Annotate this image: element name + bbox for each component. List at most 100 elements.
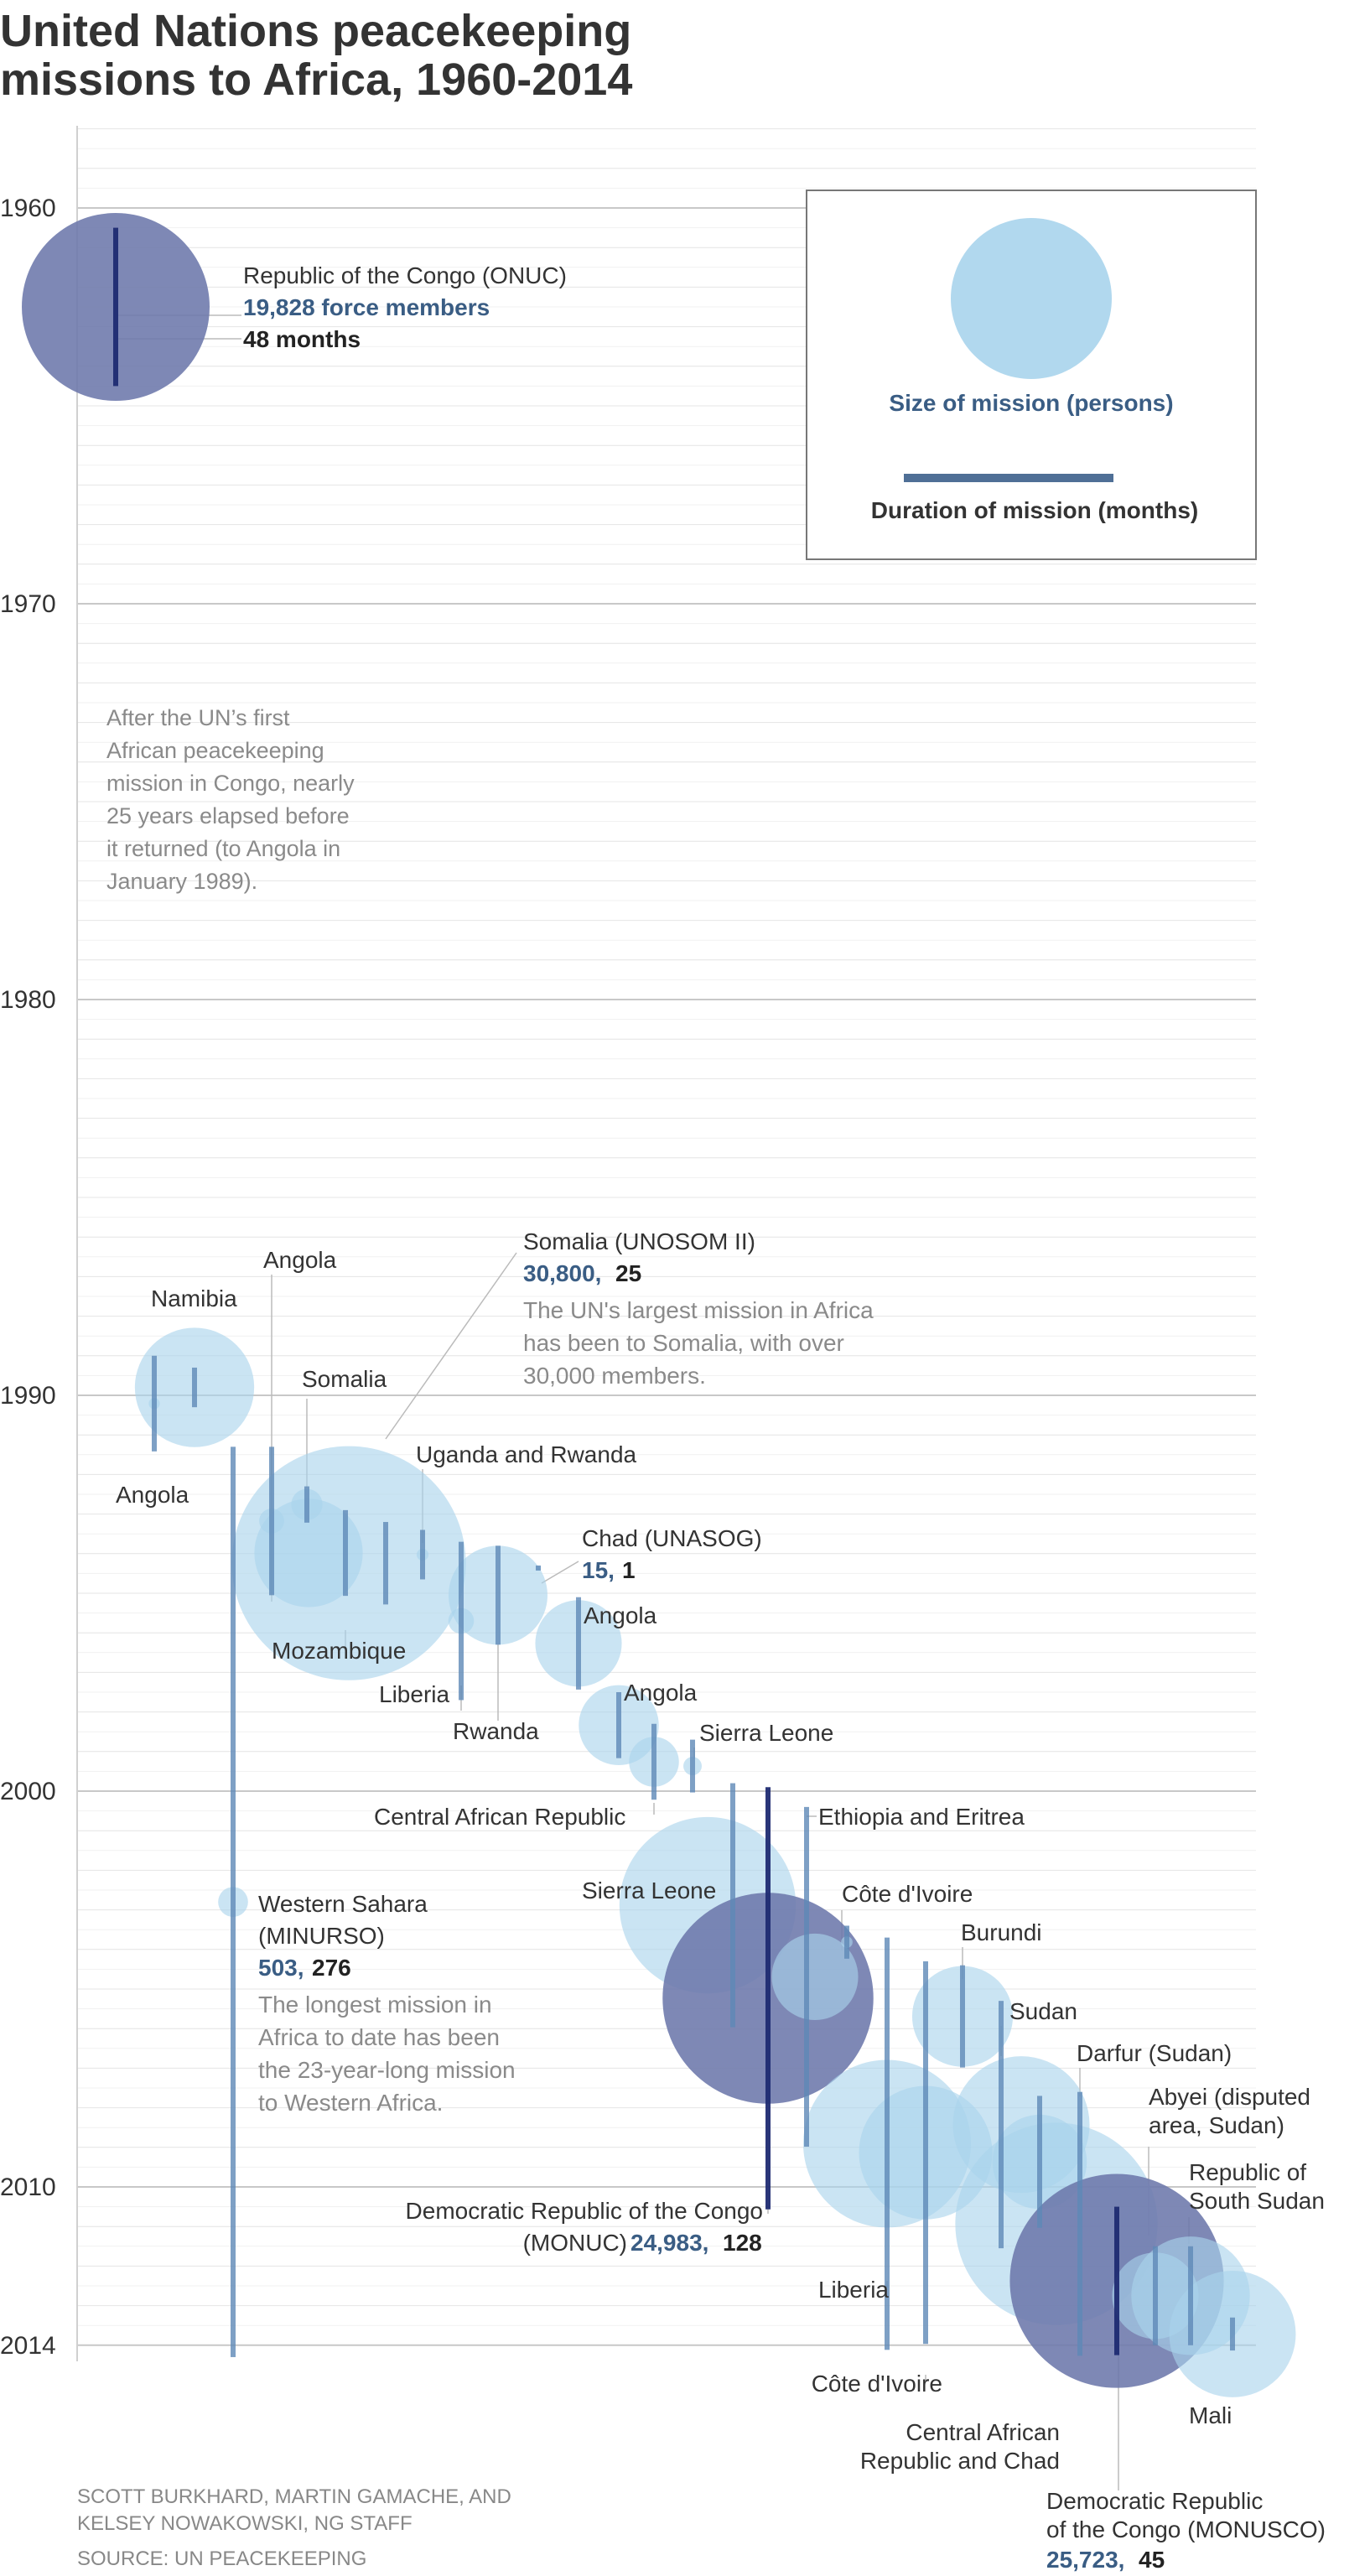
annotation-line: January 1989). [106,869,257,894]
label-somalia2-size: 30,800, [523,1260,601,1286]
legend-size-circle [951,218,1112,379]
annotation-line: mission in Congo, nearly [106,771,355,796]
mission-bar [960,1965,965,2068]
label-angola-top: Angola [263,1247,337,1273]
mission-bar [1188,2246,1193,2345]
label-western-sahara-1: Western Sahara [258,1891,428,1917]
label-somalia2-months: 25 [615,1260,641,1286]
mission-bar [765,1787,771,2210]
label-chad-months: 1 [622,1557,636,1583]
annotation-line: The UN's largest mission in Africa [523,1297,874,1323]
label-sudan: Sudan [1009,1998,1077,2024]
mission-bar [576,1597,581,1690]
mission-bar [269,1446,274,1596]
mission-bar [420,1530,425,1580]
label-angola-95: Angola [584,1602,657,1628]
credits-line-1: SCOTT BURKHARD, MARTIN GAMACHE, AND [77,2485,511,2508]
y-tick-label: 1960 [0,195,56,222]
chart-title: United Nations peacekeeping missions to … [0,7,632,104]
annotation-early-gap: After the UN’s first African peacekeeping… [106,705,355,894]
label-angola-97: Angola [624,1680,698,1706]
label-abyei-2: area, Sudan) [1149,2112,1284,2138]
annotation-line: After the UN’s first [106,705,290,730]
mission-bar [1230,2317,1235,2351]
label-chad-size: 15, [582,1557,615,1583]
annotation-somalia: The UN's largest mission in Africa has be… [523,1297,874,1389]
legend-duration-bar [904,474,1113,482]
label-monuc-2: (MONUC) [523,2230,627,2256]
annotation-line: Africa to date has been [258,2024,500,2050]
label-onuc-months: 48 months [243,326,361,352]
mission-bar [304,1486,309,1523]
label-somalia: Somalia [302,1366,387,1392]
label-abyei-1: Abyei (disputed [1149,2084,1310,2110]
mission-circle [231,1446,466,1680]
label-monusco-size: 25,723, [1046,2547,1124,2573]
mission-bar [496,1545,501,1645]
mission-duration-bars [113,227,1235,2357]
legend: Size of mission (persons) Duration of mi… [806,190,1257,560]
label-somalia2-name: Somalia (UNOSOM II) [523,1228,755,1254]
label-rwanda: Rwanda [453,1718,539,1744]
mission-bar [152,1355,157,1452]
label-monusco-2: of the Congo (MONUSCO) [1046,2516,1326,2542]
mission-bar [730,1783,735,2028]
y-tick-label: 2014 [0,2332,56,2360]
y-tick-label: 1980 [0,986,56,1014]
label-monusco-1: Democratic Republic [1046,2488,1263,2514]
annotation-line: 30,000 members. [523,1363,706,1389]
credits-line-2: KELSEY NOWAKOWSKI, NG STAFF [77,2512,413,2535]
mission-circle [771,1933,859,2020]
label-onuc-name: Republic of the Congo (ONUC) [243,262,567,288]
label-monusco-months: 45 [1139,2547,1165,2573]
mission-bar [113,227,118,387]
label-rss-2: South Sudan [1189,2188,1325,2214]
label-mozambique: Mozambique [272,1638,406,1664]
mission-bar [1114,2206,1119,2355]
credits: SCOTT BURKHARD, MARTIN GAMACHE, AND KELS… [77,2484,511,2573]
mission-bar [1037,2096,1042,2228]
label-western-sahara-2: (MINURSO) [258,1923,385,1949]
mission-bar [804,1806,809,2148]
label-monuc-size: 24,983, [631,2230,708,2256]
label-western-sahara-size: 503, [258,1955,304,1981]
legend-size-label: Size of mission (persons) [889,390,1173,416]
y-tick-label: 1970 [0,590,56,618]
label-car-chad-1: Central African [906,2419,1060,2445]
mission-bar [383,1522,388,1605]
y-tick-label: 1990 [0,1382,56,1410]
annotation-western-sahara: The longest mission in Africa to date has… [258,1992,516,2116]
mission-bar [1153,2246,1158,2345]
label-car-chad-2: Republic and Chad [860,2448,1060,2474]
label-car: Central African Republic [374,1804,625,1830]
mission-bar [192,1367,197,1408]
label-liberia-03: Liberia [818,2277,889,2303]
title-line-1: United Nations peacekeeping [0,6,632,56]
mission-bar [844,1925,849,1959]
mission-bar [343,1509,348,1597]
mission-bar [690,1739,695,1793]
label-cote-ivoire-small: Côte d'Ivoire [842,1881,973,1907]
y-tick-label: 2010 [0,2174,56,2201]
y-axis-ticks: 1960 1970 1980 1990 2000 2010 2014 [0,195,56,2360]
annotation-line: 25 years elapsed before [106,803,350,828]
connector-line [385,1252,517,1440]
mission-bar [616,1692,621,1758]
label-sierra-leone-big: Sierra Leone [582,1877,716,1903]
label-mali: Mali [1189,2402,1232,2428]
label-ethiopia-eritrea: Ethiopia and Eritrea [818,1804,1025,1830]
label-monuc-1: Democratic Republic of the Congo [406,2198,763,2224]
y-tick-label: 2000 [0,1778,56,1805]
mission-bar [885,1937,890,2350]
label-chad-name: Chad (UNASOG) [582,1525,762,1551]
mission-labels: Republic of the Congo (ONUC) 19,828 forc… [106,262,1326,2573]
label-uganda-rwanda: Uganda and Rwanda [416,1441,637,1467]
label-angola-left: Angola [116,1482,189,1508]
label-rss-1: Republic of [1189,2159,1306,2185]
label-sierra-leone-small: Sierra Leone [699,1720,833,1746]
annotation-line: to Western Africa. [258,2090,443,2116]
mission-bar [923,1961,928,2345]
mission-bar [536,1565,541,1571]
